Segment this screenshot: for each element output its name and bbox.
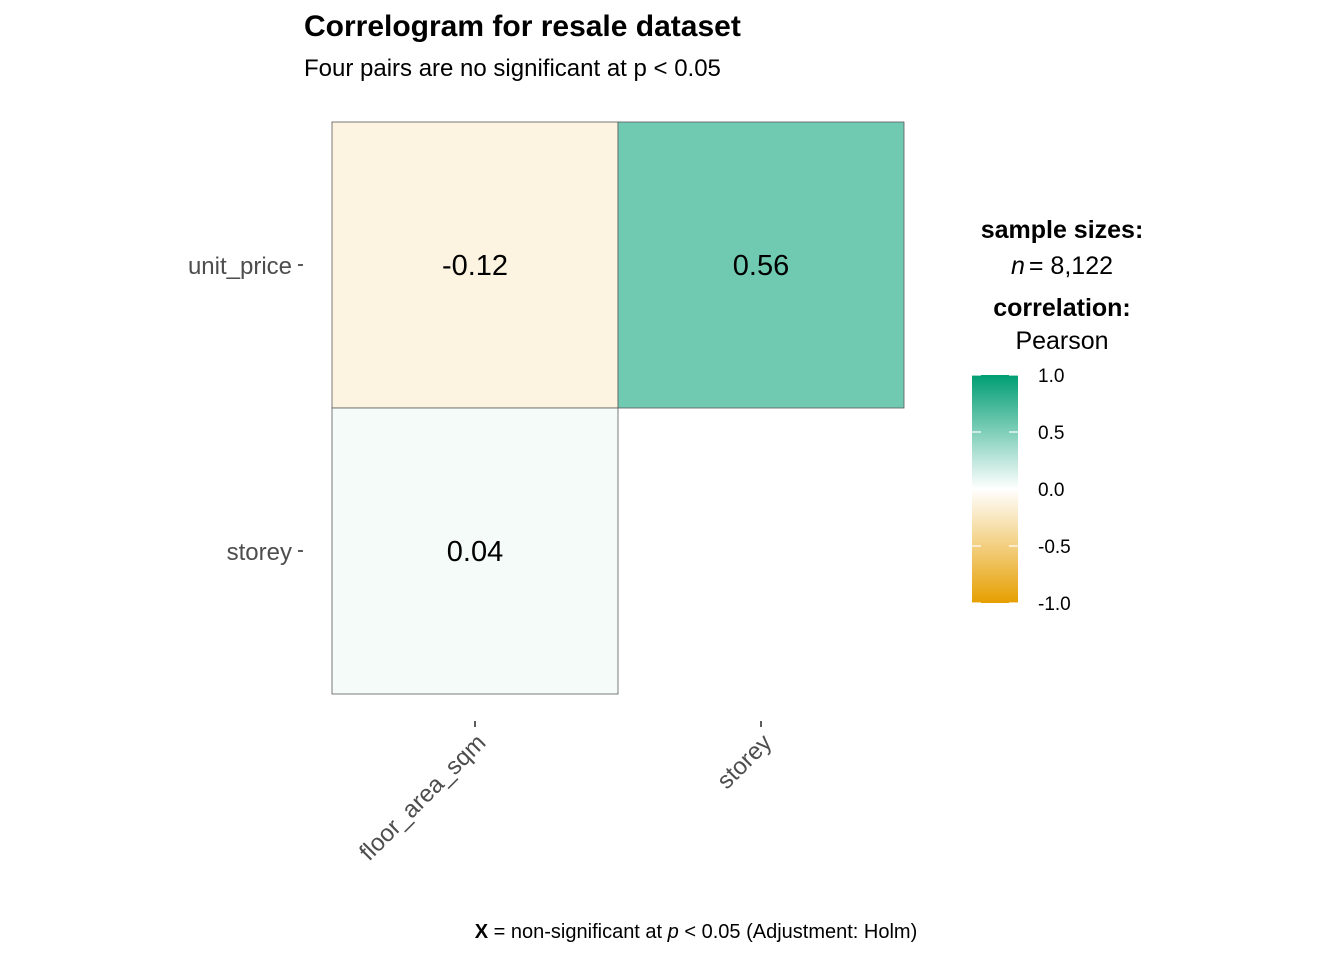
legend-tick-label: 0.5 — [1038, 423, 1064, 444]
y-axis-tick-label: unit_price — [188, 253, 292, 280]
chart-subtitle: Four pairs are no significant at p < 0.0… — [304, 55, 721, 82]
legend-correlation-method: Pearson — [1015, 327, 1108, 355]
caption-p-symbol: p — [667, 921, 679, 943]
heatmap-cell — [331, 407, 619, 695]
x-axis-tick-label: storey — [712, 729, 777, 794]
legend-sample-size: n = 8,122 — [1011, 252, 1113, 280]
chart-title: Correlogram for resale dataset — [304, 10, 741, 43]
heatmap-cell — [331, 121, 619, 409]
legend-tick-label: -1.0 — [1038, 594, 1071, 615]
x-axis-tick-label: floor_area_sqm — [354, 729, 491, 866]
legend-n-value: = 8,122 — [1029, 252, 1113, 280]
heatmap-cells: -0.12 0.56 0.04 — [331, 121, 905, 695]
legend-tick-label: -0.5 — [1038, 537, 1071, 558]
legend-n-symbol: n — [1011, 252, 1025, 280]
chart-caption: X = non-significant at p < 0.05 (Adjustm… — [475, 921, 917, 943]
legend-tick-label: 1.0 — [1038, 366, 1064, 387]
x-axis: floor_area_sqm storey — [354, 721, 777, 866]
legend-sample-heading: sample sizes: — [981, 216, 1144, 244]
cell-value-label: 0.04 — [447, 536, 503, 568]
legend-correlation-heading: correlation: — [993, 294, 1131, 322]
cell-value-label: -0.12 — [442, 250, 508, 282]
legend-ticks: 1.0 0.5 0.0 -0.5 -1.0 — [972, 366, 1071, 615]
legend-tick-label: 0.0 — [1038, 480, 1064, 501]
heatmap-cell — [617, 121, 905, 409]
caption-text-before: = non-significant at — [488, 921, 668, 943]
caption-x-marker: X — [475, 921, 489, 943]
legend: sample sizes: n = 8,122 correlation: Pear… — [972, 216, 1143, 615]
cell-value-label: 0.56 — [733, 250, 789, 282]
caption-text-after: < 0.05 (Adjustment: Holm) — [679, 921, 917, 943]
y-axis-tick-label: storey — [227, 539, 292, 566]
